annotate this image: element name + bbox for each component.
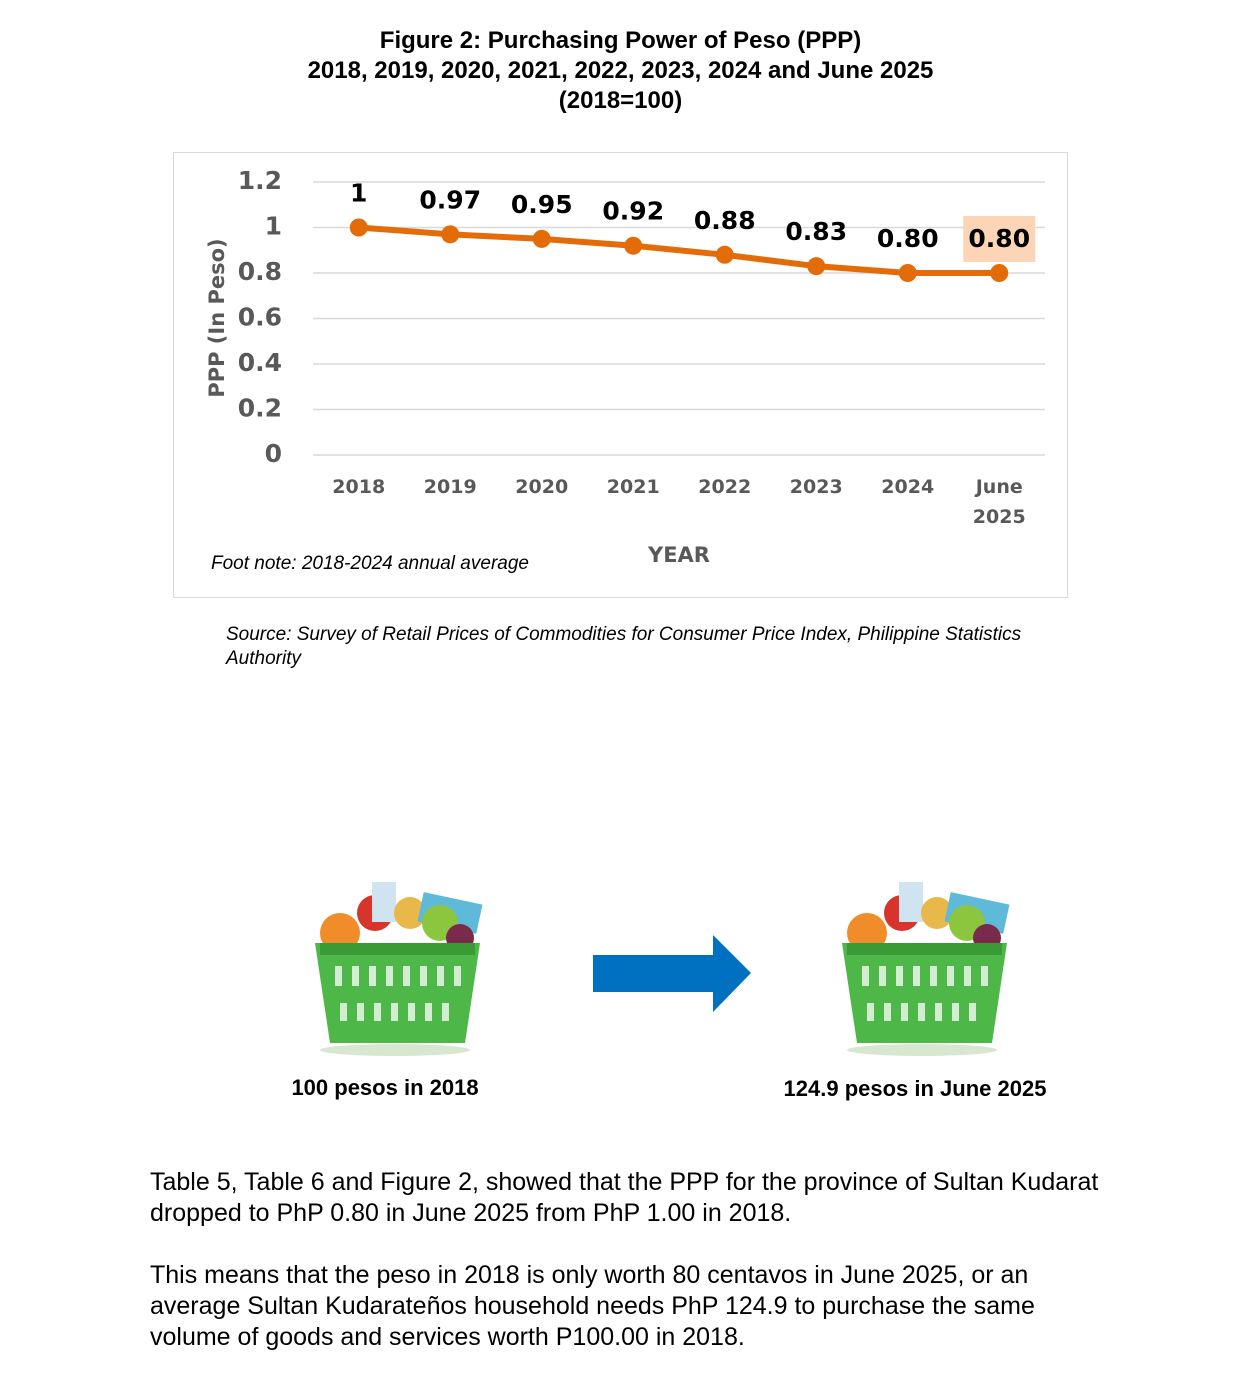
x-tick-label: June 2025 [972,476,1026,528]
x-axis-label: YEAR [647,543,710,567]
data-label: 1 [350,179,367,208]
arrow [593,935,751,1012]
x-tick-label: 2018 [332,476,386,498]
point [349,218,368,237]
paragraph: This means that the peso in 2018 is only… [150,1261,1035,1351]
caption: 100 pesos in 2018 [291,1075,479,1100]
title-line: Figure 2: Purchasing Power of Peso (PPP) [379,27,862,54]
point [990,264,1009,282]
y-tick-label: 0.8 [238,257,282,286]
chart-frame [173,152,1068,598]
y-tick-label: 0.2 [238,394,282,423]
y-tick-label: 0.6 [238,303,282,332]
data-label: 0.92 [602,197,664,226]
point [441,225,460,244]
basket-icon [842,882,1010,1056]
x-tick-label: 2022 [698,476,752,498]
paragraph: Table 5, Table 6 and Figure 2, showed th… [150,1168,1099,1227]
basket-icon [315,882,483,1056]
source-note: Source: Survey of Retail Prices of Commo… [226,624,1022,669]
y-tick-label: 1.2 [238,166,282,195]
data-label: 0.88 [694,206,756,235]
y-tick-label: 1 [265,212,282,241]
title-line: 2018, 2019, 2020, 2021, 2022, 2023, 2024… [307,57,934,84]
x-tick-label: 2019 [423,476,477,498]
y-tick-label: 0.4 [238,348,282,377]
point [898,264,917,282]
point [624,236,643,255]
data-label: 0.95 [511,190,573,219]
point [807,257,826,276]
x-tick-label: 2023 [789,476,843,498]
y-axis-label: PPP (In Peso) [205,238,229,397]
x-tick-label: 2020 [515,476,569,498]
point [715,245,734,264]
x-tick-label: 2021 [606,476,660,498]
x-tick-label: 2024 [881,476,935,498]
title-line: (2018=100) [558,87,683,114]
y-tick-label: 0 [265,439,282,468]
data-label: 0.83 [785,217,847,246]
data-label: 0.80 [968,224,1030,253]
line [358,224,1000,276]
data-label: 0.80 [877,224,939,253]
caption: 124.9 pesos in June 2025 [783,1076,1047,1101]
footnote: Foot note: 2018-2024 annual average [211,553,529,574]
label-highlight [963,216,1036,262]
point [532,229,551,248]
data-label: 0.97 [419,185,481,214]
